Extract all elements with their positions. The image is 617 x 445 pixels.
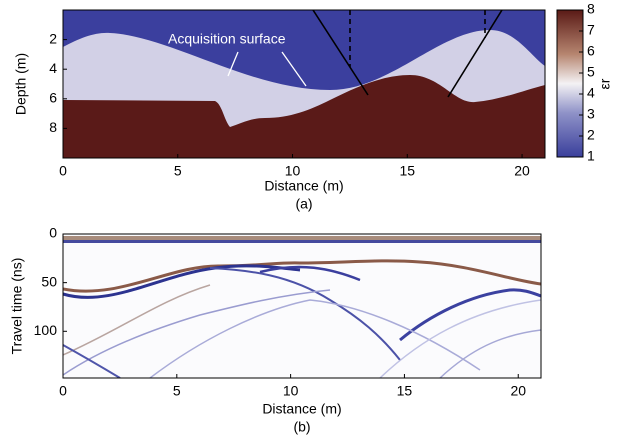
annotation: Acquisition surface bbox=[168, 31, 286, 47]
colorbar-frame bbox=[556, 9, 584, 158]
x-tick-label: 5 bbox=[173, 383, 181, 399]
y-axis-label: Travel time (ns) bbox=[9, 258, 25, 355]
x-axis-label: Distance (m) bbox=[264, 178, 343, 194]
panel-label: (b) bbox=[293, 419, 310, 435]
y-tick-label: 50 bbox=[41, 273, 57, 289]
x-tick-label: 10 bbox=[283, 383, 299, 399]
x-axis-label: Distance (m) bbox=[262, 401, 341, 417]
y-tick-label: 8 bbox=[49, 119, 57, 135]
x-tick-label: 10 bbox=[285, 163, 301, 179]
panel-label: (a) bbox=[295, 196, 312, 212]
x-tick-label: 20 bbox=[510, 383, 526, 399]
colorbar-tick-label: 2 bbox=[587, 127, 595, 143]
x-tick-label: 15 bbox=[397, 383, 413, 399]
axes-frame bbox=[62, 9, 546, 159]
colorbar-tick-label: 6 bbox=[587, 43, 595, 59]
colorbar-tick-label: 5 bbox=[587, 64, 595, 80]
colorbar-tick-label: 3 bbox=[587, 106, 595, 122]
colorbar-tick-label: 7 bbox=[587, 22, 595, 38]
y-tick-label: 0 bbox=[49, 225, 57, 241]
y-tick-label: 6 bbox=[49, 90, 57, 106]
colorbar-tick-label: 4 bbox=[587, 85, 595, 101]
y-tick-label: 4 bbox=[49, 60, 57, 76]
colorbar-tick-label: 1 bbox=[587, 148, 595, 164]
x-tick-label: 0 bbox=[59, 163, 67, 179]
x-tick-label: 20 bbox=[514, 163, 530, 179]
y-tick-label: 2 bbox=[49, 30, 57, 46]
x-tick-label: 0 bbox=[59, 383, 67, 399]
axes-frame bbox=[62, 233, 542, 379]
colorbar bbox=[557, 10, 583, 157]
model-image bbox=[63, 10, 545, 158]
x-tick-label: 15 bbox=[399, 163, 415, 179]
radargram bbox=[63, 233, 541, 378]
y-axis-label: Depth (m) bbox=[13, 53, 29, 115]
colorbar-label: εr bbox=[597, 78, 613, 89]
y-tick-label: 100 bbox=[34, 322, 58, 338]
x-tick-label: 5 bbox=[174, 163, 182, 179]
colorbar-tick-label: 8 bbox=[587, 1, 595, 17]
